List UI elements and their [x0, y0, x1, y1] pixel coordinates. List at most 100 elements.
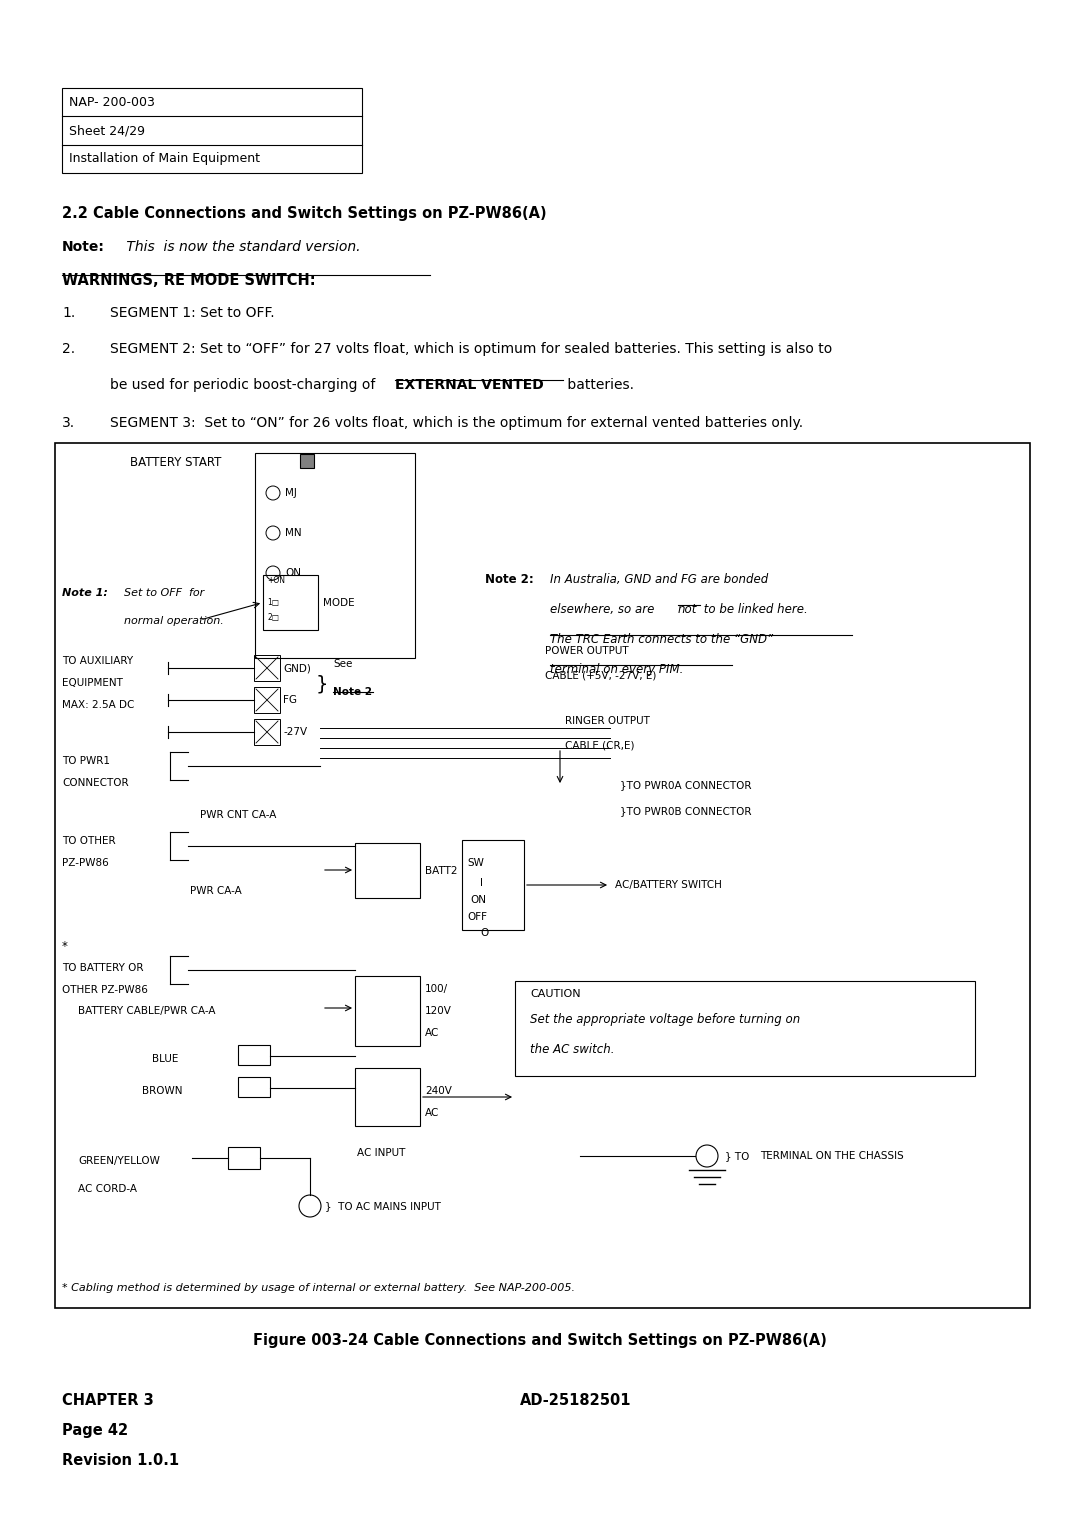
Text: MN: MN	[285, 529, 301, 538]
Bar	[515, 981, 975, 1076]
Text: CABLE (CR,E): CABLE (CR,E)	[565, 740, 635, 750]
Bar	[300, 454, 314, 468]
Text: PWR CNT CA-A: PWR CNT CA-A	[200, 810, 276, 821]
Text: AC INPUT: AC INPUT	[357, 1148, 405, 1158]
Bar	[462, 840, 524, 931]
Text: MJ: MJ	[285, 487, 297, 498]
Text: I: I	[480, 879, 483, 888]
Text: ON: ON	[285, 568, 301, 578]
Text: 2.: 2.	[62, 342, 76, 356]
Bar	[238, 1045, 270, 1065]
Text: WARNINGS, RE MODE SWITCH:: WARNINGS, RE MODE SWITCH:	[62, 274, 315, 287]
Text: }TO PWR0B CONNECTOR: }TO PWR0B CONNECTOR	[620, 805, 752, 816]
Text: batteries.: batteries.	[563, 377, 634, 393]
Text: In Australia, GND and FG are bonded: In Australia, GND and FG are bonded	[550, 573, 768, 587]
Bar	[228, 1148, 260, 1169]
Text: * Cabling method is determined by usage of internal or external battery.  See NA: * Cabling method is determined by usage …	[62, 1284, 575, 1293]
Text: NAP- 200-003: NAP- 200-003	[69, 96, 154, 108]
Text: TO OTHER: TO OTHER	[62, 836, 116, 847]
Text: BATTERY CABLE/PWR CA-A: BATTERY CABLE/PWR CA-A	[78, 1005, 216, 1016]
Text: AC: AC	[426, 1028, 440, 1038]
Text: EQUIPMENT: EQUIPMENT	[62, 678, 123, 688]
Text: CHAPTER 3: CHAPTER 3	[62, 1394, 153, 1407]
Text: 120V: 120V	[426, 1005, 451, 1016]
Text: *: *	[62, 940, 68, 953]
Text: Figure 003-24 Cable Connections and Switch Settings on PZ-PW86(A): Figure 003-24 Cable Connections and Swit…	[253, 1332, 827, 1348]
Text: OFF: OFF	[467, 912, 487, 921]
Bar	[254, 720, 280, 746]
Text: Set to OFF  for: Set to OFF for	[124, 588, 204, 597]
Text: AC/BATTERY SWITCH: AC/BATTERY SWITCH	[615, 880, 721, 889]
Text: CONNECTOR: CONNECTOR	[62, 778, 129, 788]
Text: } TO: } TO	[725, 1151, 750, 1161]
Bar	[264, 575, 318, 630]
Text: Note 2: Note 2	[333, 688, 372, 697]
Text: }  TO AC MAINS INPUT: } TO AC MAINS INPUT	[325, 1201, 441, 1212]
Text: CABLE (+5V, -27V, E): CABLE (+5V, -27V, E)	[545, 669, 657, 680]
Text: 100/: 100/	[426, 984, 448, 995]
Bar	[355, 976, 420, 1047]
Text: FG: FG	[283, 695, 297, 704]
Text: to be linked here.: to be linked here.	[700, 604, 808, 616]
Text: This  is now the standard version.: This is now the standard version.	[122, 240, 361, 254]
Text: elsewhere, so are: elsewhere, so are	[550, 604, 658, 616]
Text: 1.: 1.	[62, 306, 76, 319]
Text: MODE: MODE	[323, 597, 354, 608]
Text: BLUE: BLUE	[152, 1054, 178, 1063]
Text: Sheet 24/29: Sheet 24/29	[69, 124, 145, 138]
Text: OTHER PZ-PW86: OTHER PZ-PW86	[62, 986, 148, 995]
Text: the AC switch.: the AC switch.	[530, 1044, 615, 1056]
Bar	[254, 688, 280, 714]
Text: See: See	[333, 659, 352, 669]
Text: 2.2 Cable Connections and Switch Settings on PZ-PW86(A): 2.2 Cable Connections and Switch Setting…	[62, 206, 546, 222]
Text: BATTERY START: BATTERY START	[130, 455, 221, 469]
Text: ON: ON	[470, 895, 486, 905]
Text: Note 2:: Note 2:	[485, 573, 534, 587]
Text: AC: AC	[426, 1108, 440, 1118]
Text: AD-25182501: AD-25182501	[519, 1394, 632, 1407]
Text: SEGMENT 1: Set to OFF.: SEGMENT 1: Set to OFF.	[110, 306, 274, 319]
Bar	[62, 89, 362, 173]
Text: TO AUXILIARY: TO AUXILIARY	[62, 656, 133, 666]
Text: TO BATTERY OR: TO BATTERY OR	[62, 963, 144, 973]
Text: BATT2: BATT2	[426, 865, 458, 876]
Text: O: O	[480, 927, 488, 938]
Text: RINGER OUTPUT: RINGER OUTPUT	[565, 717, 650, 726]
Text: Installation of Main Equipment: Installation of Main Equipment	[69, 153, 260, 165]
Bar	[355, 843, 420, 898]
Text: 1□: 1□	[267, 597, 279, 607]
Text: be used for periodic boost-charging of: be used for periodic boost-charging of	[110, 377, 380, 393]
Text: PZ-PW86: PZ-PW86	[62, 859, 109, 868]
Bar	[55, 443, 1030, 1308]
Text: POWER OUTPUT: POWER OUTPUT	[545, 646, 629, 656]
Text: CAUTION: CAUTION	[530, 989, 581, 999]
Bar	[238, 1077, 270, 1097]
Text: TO PWR1: TO PWR1	[62, 756, 110, 766]
Text: SW: SW	[467, 859, 484, 868]
Text: GND): GND)	[283, 663, 311, 672]
Text: AC CORD-A: AC CORD-A	[78, 1184, 137, 1193]
Text: Note:: Note:	[62, 240, 105, 254]
Text: GREEN/YELLOW: GREEN/YELLOW	[78, 1157, 160, 1166]
Text: Page 42: Page 42	[62, 1423, 129, 1438]
Text: SEGMENT 2: Set to “OFF” for 27 volts float, which is optimum for sealed batterie: SEGMENT 2: Set to “OFF” for 27 volts flo…	[110, 342, 833, 356]
Bar	[254, 656, 280, 681]
Bar	[355, 1068, 420, 1126]
Text: Revision 1.0.1: Revision 1.0.1	[62, 1453, 179, 1468]
Text: 2□: 2□	[267, 613, 279, 622]
Text: Set the appropriate voltage before turning on: Set the appropriate voltage before turni…	[530, 1013, 800, 1025]
Text: EXTERNAL VENTED: EXTERNAL VENTED	[395, 377, 543, 393]
Text: normal operation.: normal operation.	[124, 616, 224, 626]
Text: MAX: 2.5A DC: MAX: 2.5A DC	[62, 700, 134, 711]
Text: PWR CA-A: PWR CA-A	[190, 886, 242, 895]
Text: TERMINAL ON THE CHASSIS: TERMINAL ON THE CHASSIS	[760, 1151, 904, 1161]
Text: BROWN: BROWN	[141, 1086, 183, 1096]
Text: +ON: +ON	[267, 576, 285, 585]
Text: not: not	[678, 604, 698, 616]
Text: 240V: 240V	[426, 1086, 451, 1096]
Text: }TO PWR0A CONNECTOR: }TO PWR0A CONNECTOR	[620, 779, 752, 790]
Bar	[255, 452, 415, 659]
Text: The TRC Earth connects to the “GND”: The TRC Earth connects to the “GND”	[550, 633, 773, 646]
Text: Note 1:: Note 1:	[62, 588, 108, 597]
Text: terminal on every PIM.: terminal on every PIM.	[550, 663, 684, 675]
